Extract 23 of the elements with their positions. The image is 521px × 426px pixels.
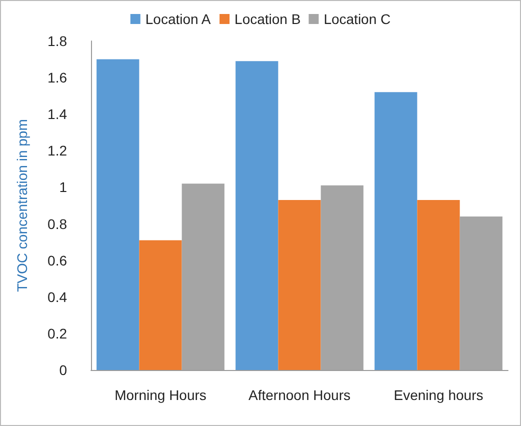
- y-tick-label: 1.4: [48, 106, 68, 122]
- legend-label: Location A: [145, 11, 212, 27]
- bar: [374, 92, 418, 370]
- x-tick-label: Evening hours: [394, 387, 484, 403]
- bar: [236, 61, 278, 370]
- y-tick-label: 0.2: [48, 325, 68, 342]
- y-tick-label: 0.8: [48, 216, 68, 232]
- y-tick-label: 1: [59, 179, 68, 196]
- legend-label: Location B: [234, 11, 301, 27]
- y-tick-label: 1.6: [48, 70, 68, 86]
- bar: [278, 200, 321, 370]
- bar: [96, 59, 140, 370]
- y-tick-label: 0: [59, 362, 68, 378]
- x-tick-label: Afternoon Hours: [248, 387, 350, 403]
- y-tick-label: 1.8: [48, 33, 68, 49]
- bar: [139, 240, 182, 370]
- bar: [417, 200, 460, 370]
- x-tick-label: Morning Hours: [114, 387, 206, 403]
- y-tick-label: 1.2: [48, 142, 68, 159]
- legend-label: Location C: [324, 11, 391, 27]
- y-tick-label: 0.6: [48, 252, 68, 268]
- y-axis-title: TVOC concentration in ppm: [14, 119, 30, 292]
- y-tick-label: 0.4: [48, 288, 68, 305]
